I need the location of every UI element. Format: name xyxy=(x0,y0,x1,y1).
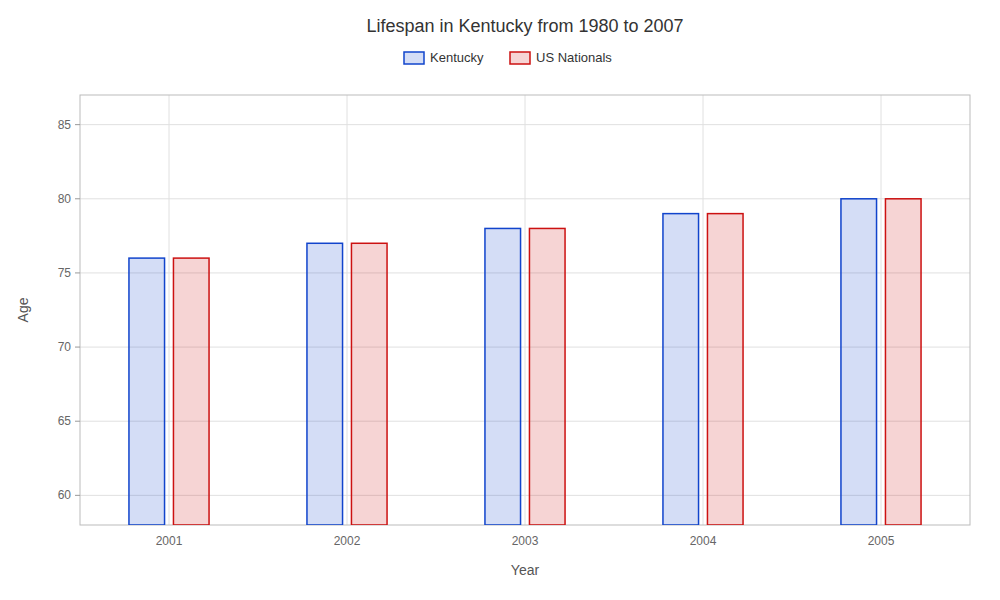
x-tick-label: 2002 xyxy=(334,534,361,548)
y-tick-label: 75 xyxy=(58,266,72,280)
background xyxy=(0,0,1000,600)
y-tick xyxy=(75,124,80,125)
legend-label: US Nationals xyxy=(536,50,612,65)
y-tick-label: 80 xyxy=(58,192,72,206)
y-tick xyxy=(75,495,80,496)
legend-swatch xyxy=(404,52,424,64)
y-tick xyxy=(75,421,80,422)
y-tick xyxy=(75,347,80,348)
legend: Kentucky US Nationals xyxy=(404,50,612,65)
y-axis: 60 65 70 75 80 85 xyxy=(58,118,80,503)
legend-swatch xyxy=(510,52,530,64)
y-tick-label: 70 xyxy=(58,340,72,354)
bar xyxy=(529,228,565,525)
plot-frame xyxy=(80,95,970,525)
x-axis-label: Year xyxy=(511,562,540,578)
grid xyxy=(80,95,970,525)
y-tick-label: 65 xyxy=(58,414,72,428)
x-grid-line xyxy=(525,95,526,525)
x-tick-label: 2005 xyxy=(868,534,895,548)
y-tick-label: 85 xyxy=(58,118,72,132)
bar xyxy=(663,214,699,525)
y-tick xyxy=(75,198,80,199)
bar xyxy=(841,199,877,525)
bar xyxy=(485,228,521,525)
x-axis: 2001 2002 2003 2004 2005 xyxy=(156,534,895,548)
x-tick-label: 2004 xyxy=(690,534,717,548)
bar xyxy=(351,243,387,525)
bars xyxy=(129,199,921,525)
bar xyxy=(707,214,743,525)
title: Lifespan in Kentucky from 1980 to 2007 xyxy=(366,16,683,36)
x-grid-line xyxy=(703,95,704,525)
chart: 60 65 70 75 80 85 2001 2002 2003 2004 2005 Lifespan… xyxy=(0,0,1000,600)
x-tick-label: 2001 xyxy=(156,534,183,548)
y-tick xyxy=(75,272,80,273)
x-grid-line xyxy=(347,95,348,525)
x-grid-line xyxy=(169,95,170,525)
x-grid-line xyxy=(881,95,882,525)
x-tick-label: 2003 xyxy=(512,534,539,548)
bar xyxy=(307,243,343,525)
bar xyxy=(173,258,209,525)
bar xyxy=(129,258,165,525)
legend-label: Kentucky xyxy=(430,50,484,65)
y-tick-label: 60 xyxy=(58,488,72,502)
bar xyxy=(885,199,921,525)
y-axis-label: Age xyxy=(15,297,31,322)
